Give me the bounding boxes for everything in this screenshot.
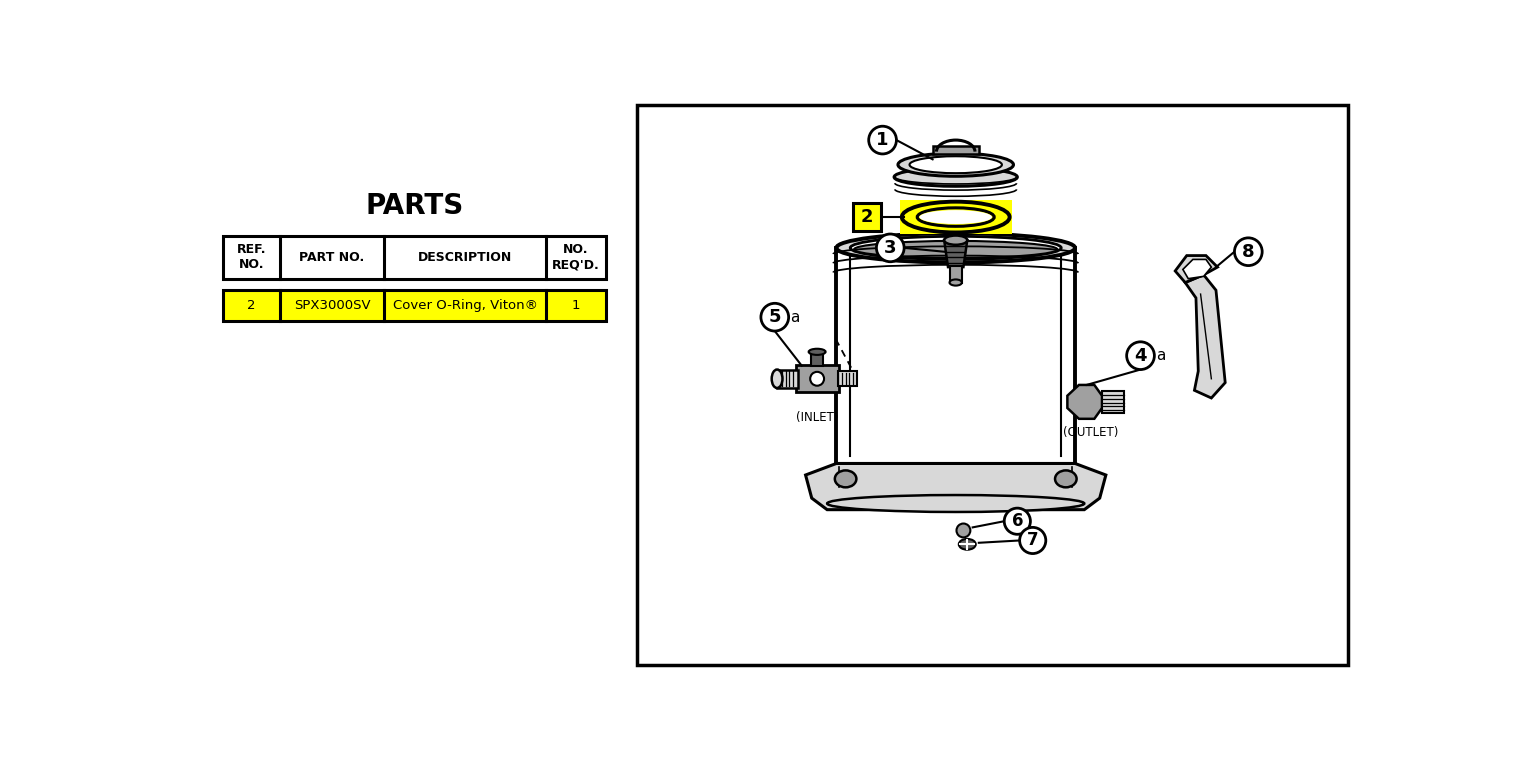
Text: DESCRIPTION: DESCRIPTION [419,251,513,264]
Text: (INLET): (INLET) [796,410,839,423]
Ellipse shape [901,201,1010,233]
Ellipse shape [854,241,1057,258]
Ellipse shape [772,369,783,388]
Circle shape [877,234,904,262]
Text: REF.
NO.: REF. NO. [237,243,265,272]
Ellipse shape [810,372,824,386]
Text: 7: 7 [1027,532,1039,549]
Bar [637,105,1349,665]
Text: 4: 4 [1135,346,1147,365]
Text: a: a [790,310,799,325]
Bar [950,266,962,282]
Bar [796,365,839,392]
Polygon shape [806,463,1106,510]
Text: 3: 3 [884,239,897,257]
Bar [853,203,881,231]
Ellipse shape [836,233,1076,262]
Ellipse shape [898,153,1013,176]
Bar [223,290,607,321]
Text: 2: 2 [862,208,874,226]
Text: SPX3000SV: SPX3000SV [294,299,370,312]
Text: NO.
REQ'D.: NO. REQ'D. [552,243,601,272]
Circle shape [1235,238,1262,266]
Bar [837,371,857,387]
Bar [933,146,978,154]
Circle shape [957,523,971,537]
Ellipse shape [850,237,1062,259]
Bar [812,352,824,365]
Polygon shape [1185,275,1226,398]
Text: 1: 1 [572,299,581,312]
Polygon shape [1183,259,1212,278]
Text: PARTS: PARTS [366,192,464,220]
Ellipse shape [894,168,1018,186]
Text: 1: 1 [877,131,889,149]
Bar [777,369,798,388]
Ellipse shape [944,236,968,245]
Text: 5: 5 [769,308,781,326]
Circle shape [1127,342,1154,369]
Ellipse shape [950,279,962,285]
Text: a: a [1156,348,1165,363]
Ellipse shape [918,208,994,227]
Bar [223,237,607,278]
Circle shape [1019,527,1045,554]
Circle shape [762,304,789,331]
Ellipse shape [827,495,1085,512]
Bar [900,200,1012,234]
Text: 2: 2 [247,299,255,312]
Circle shape [869,126,897,154]
Text: PART NO.: PART NO. [299,251,364,264]
Text: 6: 6 [1012,512,1022,530]
Text: Cover O-Ring, Viton®: Cover O-Ring, Viton® [393,299,537,312]
Polygon shape [944,240,968,267]
Ellipse shape [834,471,857,488]
Text: 8: 8 [1242,243,1255,261]
Polygon shape [1176,256,1218,282]
Bar [1101,391,1124,413]
Ellipse shape [959,539,975,549]
Text: (OUTLET): (OUTLET) [1063,427,1118,439]
Circle shape [1004,508,1030,534]
Ellipse shape [910,156,1001,173]
Ellipse shape [1054,471,1077,488]
Ellipse shape [809,349,825,355]
Polygon shape [1068,385,1101,419]
Ellipse shape [919,210,992,224]
